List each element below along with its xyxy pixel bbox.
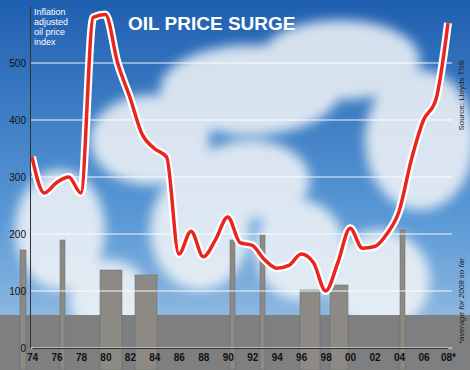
grid-line: [30, 176, 452, 177]
y-tick-label: 400: [9, 115, 26, 126]
x-tick-label: 00: [345, 352, 357, 363]
x-tick: 00: [345, 348, 357, 363]
line: [32, 15, 448, 291]
x-tick-label: 88: [198, 352, 210, 363]
x-tick: 84: [149, 348, 161, 363]
x-tick-label: 84: [149, 352, 161, 363]
x-tick-label: 80: [100, 352, 112, 363]
chart: 0 100 200 300 400 500 74 76 78 80 82 84 86 88 90 92 94 96…: [0, 0, 470, 370]
x-axis-line: [33, 348, 449, 349]
y-tick: 100: [9, 286, 30, 297]
x-tick-label: 82: [125, 352, 137, 363]
tower: [100, 270, 122, 370]
x-tick: 98: [321, 348, 333, 363]
y-tick-label: 500: [9, 58, 26, 69]
y-axis: 0 100 200 300 400 500: [9, 7, 30, 354]
x-tick: 88: [198, 348, 210, 363]
industry: [0, 230, 470, 370]
grid-line: [30, 119, 452, 120]
grid-line: [30, 347, 452, 348]
x-tick: 08*: [441, 348, 456, 363]
x-tick: 94: [272, 348, 284, 363]
line-halo: [32, 15, 448, 291]
x-tick-label: 98: [321, 352, 333, 363]
cloud: [190, 140, 310, 220]
x-tick: 06: [418, 348, 430, 363]
x-tick-label: 86: [174, 352, 186, 363]
grid-line: [30, 62, 452, 63]
tower: [230, 240, 235, 370]
grid: [30, 63, 452, 348]
x-tick: 74: [27, 348, 39, 363]
x-tick-label: 02: [370, 352, 382, 363]
grid-line: [30, 290, 452, 291]
note: *average for 2008 so far: [457, 258, 466, 344]
tower: [60, 240, 65, 370]
x-tick-label: 08*: [441, 352, 456, 363]
x-tick: 90: [223, 348, 235, 363]
x-tick-label: 04: [394, 352, 406, 363]
y-tick: 500: [9, 58, 30, 69]
x-tick-label: 92: [247, 352, 259, 363]
x-tick: 80: [100, 348, 112, 363]
y-tick: 300: [9, 172, 30, 183]
y-tick-label: 200: [9, 229, 26, 240]
tower: [20, 250, 26, 370]
x-tick: 96: [296, 348, 308, 363]
y-axis-label: Inflationadjustedoil priceindex: [34, 7, 68, 47]
source: Source: Lloyds TSB: [457, 60, 466, 131]
x-axis: 74 76 78 80 82 84 86 88 90 92 94 96 98 00 02 04 06 08*: [27, 348, 456, 363]
title: OIL PRICE SURGE: [128, 13, 296, 34]
x-tick-label: 78: [76, 352, 88, 363]
y-tick-label: 300: [9, 172, 26, 183]
x-tick: 04: [394, 348, 406, 363]
x-tick-label: 96: [296, 352, 308, 363]
x-tick-label: 90: [223, 352, 235, 363]
x-tick: 86: [174, 348, 186, 363]
x-tick-label: 74: [27, 352, 39, 363]
x-tick: 02: [370, 348, 382, 363]
x-tick: 78: [76, 348, 88, 363]
x-tick-label: 94: [272, 352, 284, 363]
x-tick-label: 06: [418, 352, 430, 363]
y-tick: 200: [9, 229, 30, 240]
y-tick-label: 100: [9, 286, 26, 297]
x-tick-label: 76: [51, 352, 63, 363]
x-tick: 76: [51, 348, 63, 363]
y-tick: 400: [9, 115, 30, 126]
x-tick: 92: [247, 348, 259, 363]
y-tick-label: 0: [20, 343, 26, 354]
y-axis-line: [30, 7, 31, 349]
plot: [32, 15, 448, 291]
x-tick: 82: [125, 348, 137, 363]
